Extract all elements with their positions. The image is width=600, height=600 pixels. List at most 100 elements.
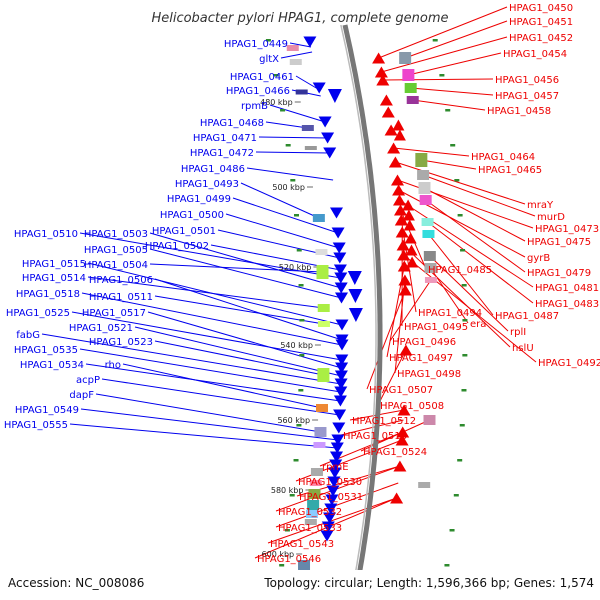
reverse-gene-arrow	[376, 74, 390, 86]
left-gene-label: HPAG1_0486	[181, 164, 245, 175]
right-gene-label: HPAG1_0513	[343, 431, 407, 442]
reverse-gene-arrow	[404, 232, 417, 244]
forward-gene-arrow	[334, 282, 348, 294]
feature-layer	[286, 36, 437, 579]
gc-dot	[273, 74, 279, 77]
right-label-connector	[275, 465, 401, 512]
right-label-connector	[366, 289, 406, 390]
reverse-gene-arrow	[384, 124, 398, 136]
left-gene-label: HPAG1_0449	[224, 39, 288, 50]
gc-dot	[457, 459, 463, 462]
right-gene-label: mraY	[527, 200, 554, 211]
right-gene-label: HPAG1_0475	[527, 237, 591, 248]
gc-dot	[444, 564, 450, 567]
right-label-connector	[408, 52, 502, 76]
gc-dot	[284, 529, 290, 532]
forward-gene-arrow	[323, 512, 337, 524]
reverse-gene-arrow	[397, 404, 411, 416]
left-gene-label: HPAG1_0518	[16, 289, 80, 300]
right-gene-label: HPAG1_0531	[299, 492, 363, 503]
left-label-connector	[232, 197, 339, 234]
left-label-connector	[122, 363, 323, 409]
gc-dot	[461, 389, 467, 392]
reverse-gene-arrow	[393, 460, 407, 472]
right-gene-label: HPAG1_0496	[392, 337, 456, 348]
reverse-gene-arrow	[392, 184, 406, 196]
gc-dot	[450, 144, 456, 147]
left-gene-label: HPAG1_0504	[84, 260, 148, 271]
right-feature-block	[418, 182, 431, 194]
right-gene-label: HPAG1_0456	[495, 75, 559, 86]
forward-gene-arrow	[331, 434, 345, 446]
right-label-connector	[393, 147, 470, 157]
left-gene-label: HPAG1_0466	[226, 86, 290, 97]
left-gene-label: fabG	[16, 330, 40, 341]
gc-dot	[293, 459, 299, 462]
left-feature-block	[310, 468, 323, 476]
right-gene-label: HPAG1_0512	[352, 416, 416, 427]
left-gene-label: HPAG1_0515	[22, 259, 86, 270]
left-gene-label: HPAG1_0525	[6, 308, 70, 319]
right-label-connector	[412, 99, 486, 111]
right-gene-label: HPAG1_0454	[503, 49, 567, 60]
right-gene-label: rplI	[510, 327, 526, 338]
reverse-gene-arrow	[406, 256, 419, 268]
right-feature-block	[415, 153, 428, 167]
left-label-connector	[240, 182, 320, 219]
left-label-connector	[154, 278, 343, 341]
right-gene-label: HPAG1_0450	[509, 3, 573, 14]
right-label-connector	[399, 199, 534, 288]
right-gene-label: hslU	[512, 343, 534, 354]
right-gene-label: HPAG1_0497	[389, 353, 453, 364]
right-label-connector	[398, 189, 526, 258]
right-feature-block	[419, 195, 432, 205]
reverse-gene-arrow	[395, 434, 409, 446]
forward-gene-arrow	[331, 227, 345, 239]
left-gene-label: HPAG1_0461	[230, 72, 294, 83]
forward-gene-arrow	[335, 354, 349, 366]
right-gene-label: HPAG1_0457	[495, 91, 559, 102]
left-feature-block	[304, 146, 317, 150]
left-label-connector	[81, 292, 343, 346]
left-label-connector	[255, 151, 330, 154]
reverse-gene-arrow	[388, 156, 402, 168]
left-label-connector	[149, 232, 342, 289]
right-feature-block	[421, 218, 434, 226]
accession-text: Accession: NC_008086	[8, 576, 144, 590]
left-gene-label: HPAG1_0471	[193, 133, 257, 144]
forward-gene-arrow	[321, 521, 335, 533]
left-feature-block	[289, 59, 302, 65]
reverse-gene-arrow	[398, 284, 412, 296]
forward-gene-arrow	[330, 207, 343, 219]
forward-gene-arrow	[327, 89, 342, 103]
right-gene-label: HPAG1_0458	[487, 106, 551, 117]
left-gene-label: HPAG1_0555	[4, 420, 68, 431]
left-feature-block	[314, 427, 327, 437]
right-gene-label: HPAG1_0508	[380, 401, 444, 412]
forward-gene-arrow	[333, 395, 347, 407]
left-label-connector	[101, 378, 340, 416]
right-label-connector	[404, 20, 508, 59]
reverse-gene-arrow	[396, 239, 410, 251]
forward-gene-arrow	[347, 271, 362, 285]
right-label-connector	[382, 78, 494, 81]
left-gene-label: HPAG1_0514	[22, 273, 86, 284]
left-gene-label: HPAG1_0506	[89, 275, 153, 286]
gc-dot	[462, 354, 468, 357]
left-label-connector	[71, 311, 342, 361]
left-gene-label: HPAG1_0511	[89, 292, 153, 303]
left-gene-label: acpP	[76, 375, 100, 386]
forward-gene-arrow	[333, 252, 347, 264]
left-label-connector	[95, 393, 321, 433]
left-label-connector	[149, 248, 342, 299]
reverse-gene-arrow	[372, 52, 386, 64]
scale-tick-label: 600 kbp	[262, 550, 295, 559]
left-feature-block	[305, 510, 318, 518]
scale-tick-label: 520 kbp	[279, 263, 312, 272]
left-feature-block	[317, 368, 330, 382]
scale-tick-label: 540 kbp	[280, 341, 313, 350]
left-feature-block	[298, 560, 311, 570]
gc-dot	[265, 39, 271, 42]
forward-gene-arrow	[334, 386, 348, 398]
